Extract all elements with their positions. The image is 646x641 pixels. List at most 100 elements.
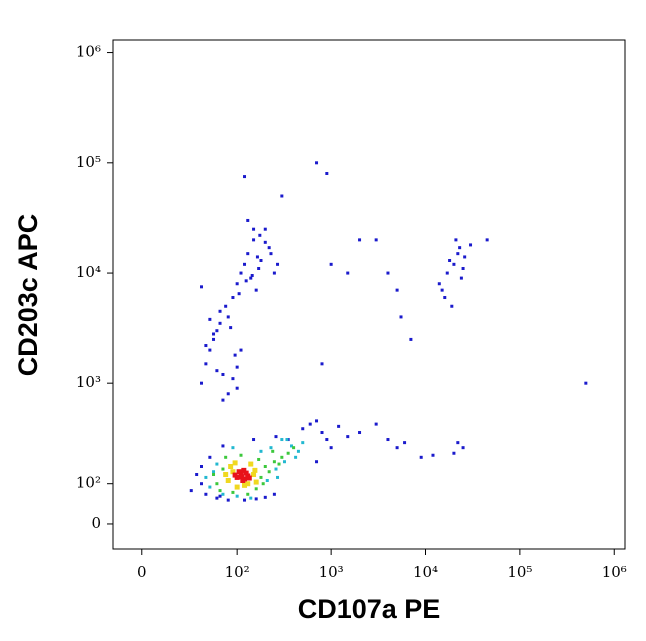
- point: [267, 246, 271, 250]
- point: [258, 233, 262, 237]
- point: [419, 455, 423, 459]
- point: [271, 449, 275, 453]
- point: [269, 252, 273, 256]
- point: [469, 243, 473, 247]
- point: [204, 492, 208, 496]
- point: [252, 238, 256, 242]
- x-tick-label: 10⁶: [602, 563, 627, 581]
- point: [231, 490, 235, 494]
- point: [584, 381, 588, 385]
- point: [212, 473, 216, 477]
- point: [386, 271, 390, 275]
- point: [452, 262, 456, 266]
- point: [403, 441, 407, 445]
- point: [229, 326, 233, 330]
- point: [456, 252, 460, 256]
- point: [224, 455, 228, 459]
- point: [315, 460, 319, 464]
- point: [235, 386, 239, 390]
- point: [259, 475, 263, 479]
- point: [261, 482, 265, 486]
- point: [212, 337, 216, 341]
- point: [329, 446, 333, 450]
- point: [221, 444, 225, 448]
- point: [454, 238, 458, 242]
- point: [246, 492, 250, 496]
- point: [294, 455, 298, 459]
- y-tick-label: 10³: [76, 373, 101, 391]
- point: [212, 470, 216, 474]
- point: [254, 288, 258, 292]
- point: [329, 262, 333, 266]
- point: [248, 461, 254, 467]
- point: [250, 274, 254, 278]
- point: [245, 481, 251, 487]
- point: [218, 321, 222, 325]
- point: [358, 238, 362, 242]
- point: [280, 194, 284, 198]
- point: [386, 438, 390, 442]
- x-axis-title: CD107a PE: [298, 594, 441, 624]
- point: [395, 288, 399, 292]
- point: [230, 469, 236, 475]
- point: [236, 469, 242, 475]
- point: [218, 309, 222, 313]
- point: [208, 485, 212, 489]
- point: [204, 475, 208, 479]
- point: [208, 348, 212, 352]
- x-tick-label: 0: [137, 563, 147, 581]
- point: [274, 435, 278, 439]
- point: [456, 441, 460, 445]
- point: [221, 372, 225, 376]
- point: [315, 161, 319, 165]
- point: [232, 472, 238, 478]
- point: [272, 271, 276, 275]
- point: [485, 238, 489, 242]
- point: [463, 255, 467, 259]
- point: [215, 462, 219, 466]
- point: [276, 262, 280, 266]
- point: [259, 258, 263, 262]
- point: [346, 271, 350, 275]
- point: [263, 465, 267, 469]
- point: [204, 362, 208, 366]
- x-tick-label: 10³: [319, 563, 344, 581]
- x-tick-label: 10²: [225, 563, 250, 581]
- point: [226, 315, 230, 319]
- point: [224, 304, 228, 308]
- point: [244, 279, 248, 283]
- point: [235, 282, 239, 286]
- point: [253, 479, 259, 485]
- point: [221, 467, 225, 471]
- point: [257, 266, 261, 270]
- point: [308, 422, 312, 426]
- point: [399, 315, 403, 319]
- point: [440, 288, 444, 292]
- point: [246, 252, 250, 256]
- point: [249, 276, 253, 280]
- point: [223, 472, 229, 478]
- y-axis-title: CD203c APC: [13, 214, 43, 377]
- point: [218, 489, 222, 493]
- x-tick-label: 10⁴: [413, 563, 438, 581]
- point: [346, 435, 350, 439]
- point: [239, 474, 245, 480]
- point: [263, 227, 267, 231]
- point: [239, 453, 243, 457]
- y-tick-label: 10⁶: [76, 43, 101, 61]
- point: [215, 482, 219, 486]
- point: [195, 473, 199, 477]
- y-tick-label: 10⁵: [76, 153, 101, 171]
- point: [257, 457, 261, 461]
- point: [231, 446, 235, 450]
- point: [445, 271, 449, 275]
- point: [437, 282, 441, 286]
- point: [239, 348, 243, 352]
- point: [443, 296, 447, 300]
- point: [212, 332, 216, 336]
- point: [234, 484, 240, 490]
- point: [374, 238, 378, 242]
- point: [292, 446, 296, 450]
- point: [246, 218, 250, 222]
